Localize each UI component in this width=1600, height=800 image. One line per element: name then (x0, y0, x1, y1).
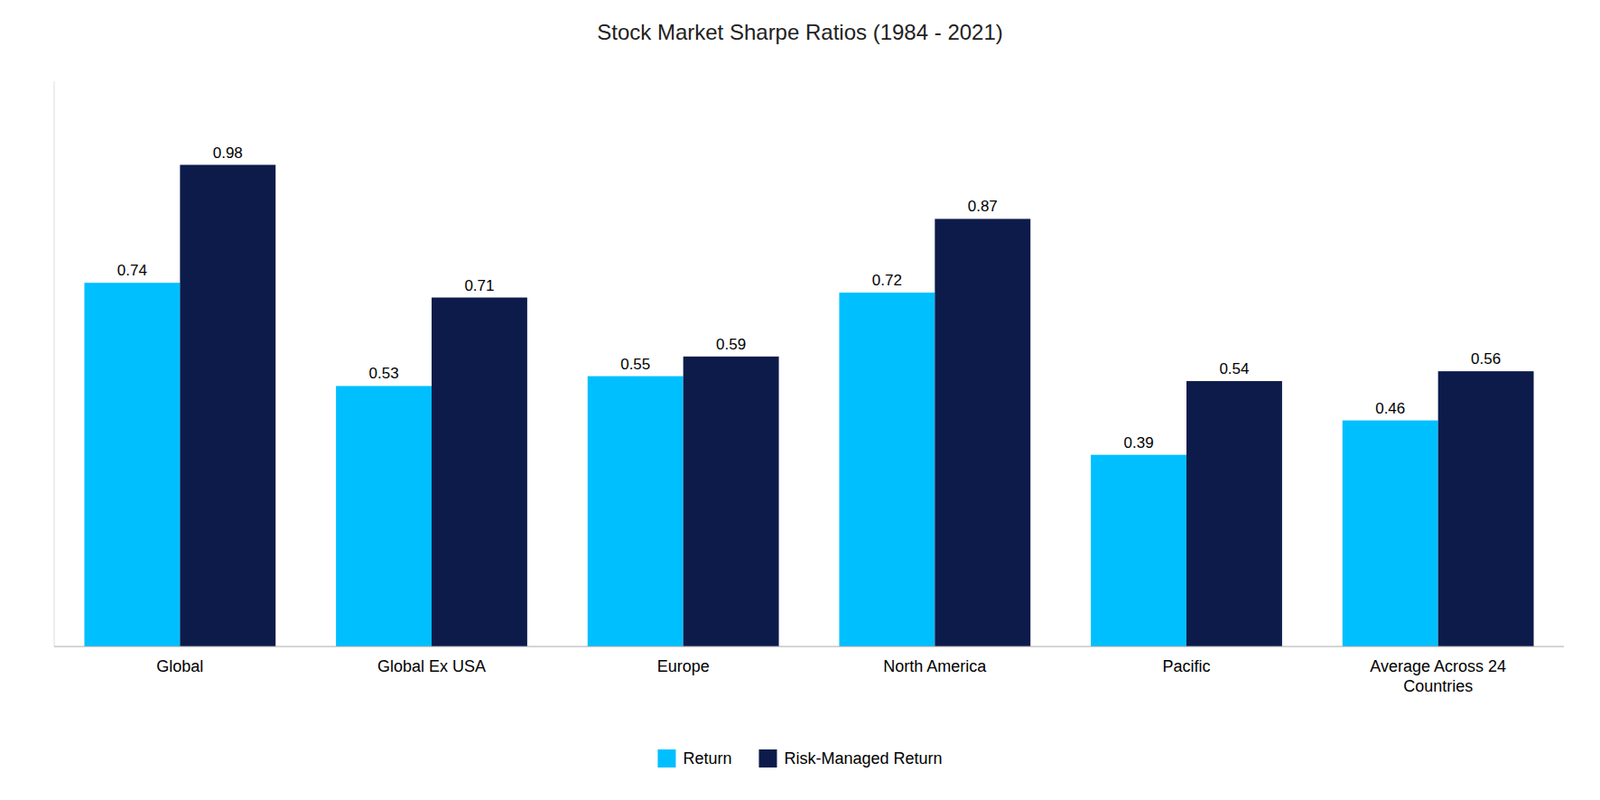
data-label: 0.53 (369, 364, 400, 382)
bar (335, 385, 432, 647)
y-axis-line (54, 81, 56, 647)
x-tick-label: Global Ex USA (377, 657, 486, 676)
bar (1342, 420, 1439, 647)
chart-container: Stock Market Sharpe Ratios (1984 - 2021)… (0, 0, 1600, 800)
data-label: 0.56 (1470, 350, 1501, 368)
bar (934, 218, 1031, 647)
x-axis-line (54, 646, 1564, 648)
bar (587, 376, 684, 647)
bar (1186, 381, 1283, 647)
title: Stock Market Sharpe Ratios (1984 - 2021) (596, 19, 1004, 45)
data-label: 0.71 (464, 277, 494, 295)
chart-svg: Stock Market Sharpe Ratios (1984 - 2021)… (0, 0, 1600, 800)
bar (83, 282, 180, 647)
data-label: 0.72 (872, 271, 903, 289)
data-label: 0.87 (967, 197, 998, 215)
x-tick-label: Average Across 24Countries (1369, 657, 1507, 696)
data-label: 0.54 (1218, 360, 1249, 378)
legend-label: Risk-Managed Return (783, 749, 942, 768)
x-tick-label: North America (883, 657, 987, 676)
data-label: 0.98 (213, 144, 243, 162)
bar (179, 165, 276, 647)
data-label: 0.46 (1375, 400, 1405, 418)
data-label: 0.74 (117, 261, 148, 280)
x-tick-label: Pacific (1162, 657, 1210, 676)
data-label: 0.59 (716, 335, 746, 354)
legend: Return Risk-Managed Return (657, 749, 942, 768)
data-labels: 0.74 0.53 0.55 0.72 0.39 0.46 0.98 0.71 0.59 0.87… (117, 144, 1501, 452)
legend-swatch (758, 749, 777, 768)
legend-swatch (657, 749, 676, 768)
data-label: 0.55 (620, 355, 651, 373)
x-tick-label: Europe (657, 657, 710, 676)
bar (431, 297, 528, 647)
bar (1438, 371, 1535, 647)
x-tick-label: Global (156, 657, 204, 676)
data-label: 0.39 (1124, 434, 1154, 452)
bar (1090, 455, 1187, 647)
bar (683, 356, 780, 647)
bars (83, 165, 1534, 647)
legend-item: Risk-Managed Return (758, 749, 942, 768)
legend-label: Return (682, 749, 732, 768)
bar (838, 292, 935, 647)
legend-item: Return (657, 749, 732, 768)
